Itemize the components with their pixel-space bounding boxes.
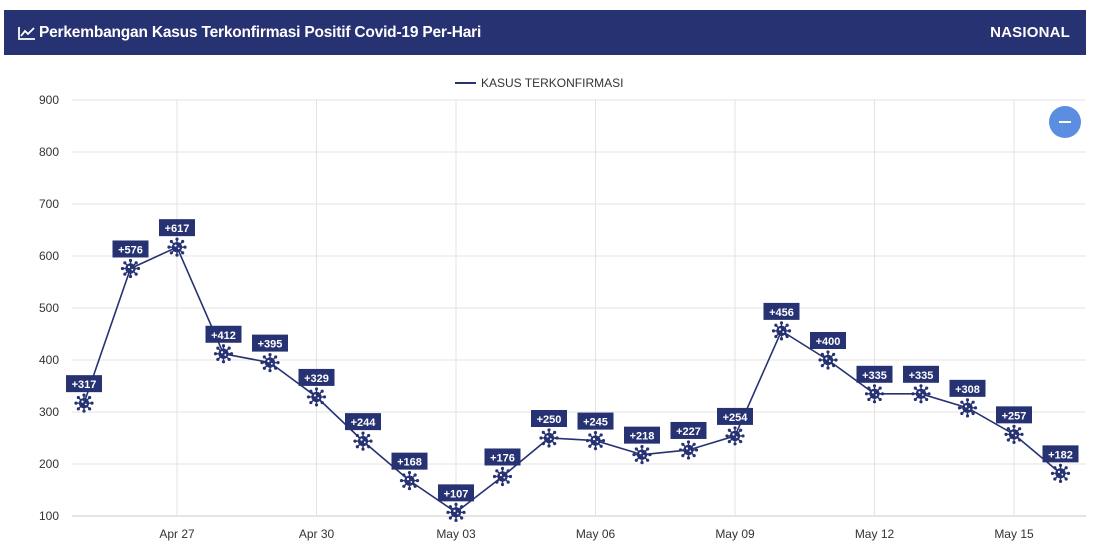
x-tick-label: May 06: [576, 527, 616, 541]
x-tick-label: May 12: [855, 527, 895, 541]
virus-icon[interactable]: [492, 466, 513, 487]
virus-icon[interactable]: [74, 393, 94, 413]
data-label-text: +329: [304, 373, 329, 385]
data-label: +576: [112, 240, 149, 258]
data-label-text: +107: [444, 488, 469, 500]
data-label: +456: [763, 302, 800, 320]
x-tick-label: May 15: [994, 527, 1034, 541]
data-label-text: +254: [723, 412, 749, 424]
virus-icon[interactable]: [911, 384, 931, 404]
data-label-text: +308: [955, 384, 980, 396]
y-tick-label: 800: [39, 145, 59, 159]
virus-icon[interactable]: [864, 384, 885, 404]
axis-labels: 100 200 300 400 500 600 700 800 900 Apr 27 Apr 30 M…: [39, 93, 1034, 541]
y-tick-label: 500: [39, 301, 59, 315]
header-left: Perkembangan Kasus Terkonfirmasi Positif…: [18, 24, 481, 42]
virus-icon[interactable]: [818, 350, 838, 370]
y-tick-label: 400: [39, 353, 59, 367]
x-tick-label: Apr 27: [159, 527, 195, 541]
data-label-text: +412: [211, 330, 236, 342]
data-label-text: +250: [537, 414, 562, 426]
data-label-text: +617: [165, 223, 190, 235]
data-label-text: +456: [769, 307, 794, 319]
collapse-button[interactable]: [1049, 106, 1081, 138]
data-label: +244: [345, 413, 381, 431]
virus-icon[interactable]: [585, 431, 606, 451]
y-tick-label: 900: [39, 93, 59, 107]
legend-label[interactable]: KASUS TERKONFIRMASI: [481, 76, 623, 90]
virus-icon[interactable]: [213, 344, 234, 364]
y-tick-label: 600: [39, 249, 59, 263]
virus-icon[interactable]: [1004, 424, 1024, 444]
data-label-text: +576: [118, 244, 143, 256]
data-label: +218: [624, 426, 660, 444]
data-label: +227: [670, 421, 707, 439]
data-label-text: +335: [862, 370, 887, 382]
data-label-text: +227: [676, 426, 701, 438]
data-label: +412: [205, 325, 242, 343]
virus-icon[interactable]: [306, 387, 327, 407]
virus-icon[interactable]: [771, 321, 792, 341]
data-label: +245: [577, 412, 614, 430]
minus-icon: [1059, 121, 1071, 123]
data-label: +254: [717, 407, 753, 425]
data-label-text: +395: [258, 339, 283, 351]
chart-header: Perkembangan Kasus Terkonfirmasi Positif…: [4, 10, 1086, 55]
data-label: +107: [438, 484, 474, 502]
chart-title: Perkembangan Kasus Terkonfirmasi Positif…: [39, 23, 482, 41]
data-label-text: +168: [397, 457, 422, 469]
data-label: +250: [531, 410, 567, 427]
y-tick-label: 700: [39, 197, 59, 211]
data-label: +257: [996, 406, 1032, 424]
virus-icon[interactable]: [957, 398, 978, 418]
y-tick-label: 200: [39, 457, 59, 471]
data-label-text: +218: [630, 431, 655, 443]
data-label: +329: [298, 368, 335, 386]
legend: KASUS TERKONFIRMASI: [455, 76, 623, 90]
virus-icon[interactable]: [260, 353, 280, 373]
y-tick-label: 100: [39, 509, 59, 523]
data-label-text: +176: [490, 452, 515, 464]
x-tick-label: Apr 30: [299, 527, 335, 541]
data-label: +182: [1042, 445, 1079, 463]
grid-lines: [72, 99, 1086, 517]
data-label-text: +244: [351, 417, 377, 429]
data-label: +400: [810, 332, 846, 349]
data-label-text: +182: [1048, 449, 1073, 461]
region-label: NASIONAL: [990, 24, 1070, 41]
data-label: +308: [949, 379, 986, 397]
line-chart: KASUS TERKONFIRMASI 100 200 300 400 500 600 70…: [39, 76, 1086, 541]
data-label: +395: [252, 334, 288, 352]
virus-icon[interactable]: [446, 502, 466, 522]
chart-area: KASUS TERKONFIRMASI 100 200 300 400 500 600 70…: [0, 55, 1095, 554]
data-label-text: +245: [583, 417, 608, 429]
y-tick-label: 300: [39, 405, 59, 419]
virus-icon[interactable]: [725, 426, 745, 446]
data-label-text: +335: [909, 370, 934, 382]
data-label: +335: [903, 365, 939, 383]
x-tick-label: May 03: [436, 527, 476, 541]
virus-icon[interactable]: [399, 471, 420, 491]
virus-icon[interactable]: [1050, 463, 1071, 483]
virus-icon[interactable]: [353, 431, 373, 451]
line-chart-icon: [18, 26, 36, 40]
data-label-text: +257: [1002, 410, 1027, 422]
virus-icon[interactable]: [678, 440, 699, 460]
data-label: +317: [66, 375, 102, 393]
series-kasus-terkonfirmasi: +317 +576 +617 +412 +395 +329 +244 +168 +107 +176…: [66, 219, 1079, 522]
data-label: +176: [484, 448, 521, 466]
series-line: [83, 246, 1062, 514]
data-label: +617: [159, 219, 195, 237]
virus-icon[interactable]: [632, 445, 652, 465]
data-label: +335: [856, 365, 893, 383]
data-label-text: +400: [816, 336, 841, 348]
x-tick-label: May 09: [715, 527, 755, 541]
virus-icon[interactable]: [539, 428, 559, 448]
virus-icon[interactable]: [167, 237, 187, 257]
data-label: +168: [391, 452, 428, 470]
data-label-text: +317: [72, 379, 97, 391]
virus-icon[interactable]: [120, 258, 141, 279]
